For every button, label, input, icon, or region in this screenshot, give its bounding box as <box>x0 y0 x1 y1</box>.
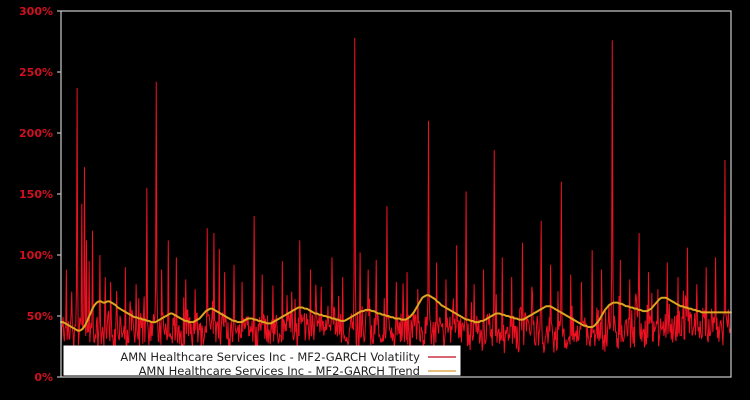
plot-border <box>60 10 732 378</box>
y-axis-tick-label: 50% <box>27 310 53 323</box>
legend-box: AMN Healthcare Services Inc - MF2-GARCH … <box>63 345 461 378</box>
volatility-series-group <box>60 37 732 354</box>
legend-background <box>63 345 461 376</box>
trend-line <box>60 294 732 332</box>
y-axis-ticks: 0% 50% 100% 150% 200% 250% 300% <box>19 5 61 384</box>
legend-label: AMN Healthcare Services Inc - MF2-GARCH … <box>120 350 420 364</box>
legend-label: AMN Healthcare Services Inc - MF2-GARCH … <box>139 364 420 378</box>
y-axis-tick-label: 0% <box>34 371 53 384</box>
y-axis-tick-label: 250% <box>19 66 53 79</box>
volatility-line <box>60 37 732 354</box>
y-axis-tick-label: 100% <box>19 249 53 262</box>
y-axis-tick-label: 150% <box>19 188 53 201</box>
y-axis-tick-label: 300% <box>19 5 53 18</box>
trend-series-group <box>60 294 732 332</box>
y-axis-tick-label: 200% <box>19 127 53 140</box>
